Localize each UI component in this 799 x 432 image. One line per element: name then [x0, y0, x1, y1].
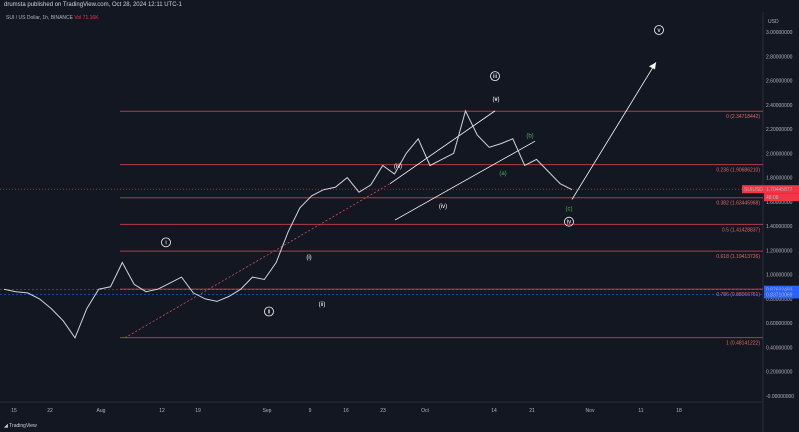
- x-tick-label: Oct: [421, 408, 429, 414]
- wave-label: (ii): [319, 302, 326, 308]
- y-tick-label: 0.80000000: [766, 297, 793, 303]
- countdown-tag-bg: [764, 193, 799, 202]
- fib-level-label: 0 (2.34718442): [726, 114, 760, 120]
- fib-level-label: 0.5 (1.41428837): [722, 227, 760, 233]
- fib-level-label: 0.382 (1.63445968): [716, 201, 760, 207]
- price-tag: 0.83710069: [766, 292, 793, 298]
- wave-label: (a): [499, 171, 506, 177]
- volume-value: Vol 71.16K: [74, 15, 99, 21]
- x-tick-label: 15: [11, 408, 17, 414]
- tradingview-logo-icon: ◢: [4, 423, 8, 429]
- wave-label: iv: [567, 220, 571, 226]
- price-tag-bg: [764, 285, 799, 294]
- x-tick-label: 22: [47, 408, 53, 414]
- y-tick-label: 1.40000000: [766, 224, 793, 230]
- wave-label-circle: [564, 216, 574, 227]
- y-tick-label: 2.20000000: [766, 127, 793, 133]
- fib-level-label: 0.786 (0.88066751): [716, 292, 760, 298]
- y-tick-label: 2.00000000: [766, 151, 793, 157]
- wave-label: (iv): [439, 204, 447, 210]
- x-tick-label: 16: [343, 408, 349, 414]
- symbol-name: SUI / US Dollar, 1h, BINANCE: [6, 15, 73, 21]
- wave-label: i: [165, 240, 166, 246]
- wave-label: v: [495, 97, 498, 103]
- y-tick-label: 1.20000000: [766, 248, 793, 254]
- y-tick-label: 1.80000000: [766, 176, 793, 182]
- y-tick-label: 1.00000000: [766, 273, 793, 279]
- wave-label: (c): [566, 206, 573, 212]
- countdown-tag: 48:08: [766, 195, 779, 201]
- wave-label-circle: [264, 306, 274, 317]
- publisher-bar: drumsta published on TradingView.com, Oc…: [0, 0, 799, 11]
- wave-label: (b): [526, 134, 533, 140]
- x-tick-label: Nov: [586, 408, 595, 414]
- wave-label: v: [658, 28, 661, 34]
- wave-label-circle: [490, 71, 500, 82]
- x-tick-label: 14: [491, 408, 497, 414]
- y-tick-label: 2.80000000: [766, 54, 793, 60]
- current-symbol-tag: SUIUSD: [744, 187, 763, 193]
- x-tick-label: Sep: [263, 408, 272, 414]
- x-tick-label: 21: [529, 408, 535, 414]
- price-series-line: [3, 109, 573, 339]
- projection-line: [571, 62, 657, 200]
- x-tick-label: 9: [309, 408, 312, 414]
- brand-text: TradingView: [9, 423, 37, 429]
- published-text: drumsta published on TradingView.com, Oc…: [4, 2, 182, 8]
- channel-lower-line: [394, 140, 536, 221]
- x-tick-label: 12: [159, 408, 165, 414]
- fib-level-label: 0.618 (1.19413726): [716, 254, 760, 260]
- fib-level-label: 0.236 (1.90686210): [716, 168, 760, 174]
- current-price-tag: 1.70445877: [766, 187, 793, 193]
- y-tick-label: 1.60000000: [766, 200, 793, 206]
- current-symbol-tag-bg: [742, 185, 764, 194]
- y-tick-label: 0.20000000: [766, 370, 793, 376]
- projection-arrow-icon: [649, 62, 656, 70]
- wave-label: (i): [306, 255, 311, 261]
- wave-label: (iii): [394, 164, 402, 170]
- y-tick-label: 3.00000000: [766, 30, 793, 36]
- wave-label-circle: [654, 25, 664, 35]
- y-tick-label: 2.60000000: [766, 79, 793, 85]
- wave-label: iii: [493, 74, 497, 80]
- x-tick-label: 11: [638, 408, 643, 414]
- symbol-legend[interactable]: SUI / US Dollar, 1h, BINANCE Vol 71.16K: [6, 15, 99, 21]
- channel-upper-line: [389, 110, 496, 185]
- price-tag-bg: [764, 290, 799, 299]
- y-tick-label: -0.00000000: [766, 394, 794, 400]
- currency-label: USD: [768, 19, 779, 25]
- y-tick-label: 0.60000000: [766, 321, 793, 327]
- y-tick-label: 2.40000000: [766, 103, 793, 109]
- x-tick-label: 23: [380, 408, 386, 414]
- fib-level-label: 1 (0.48141222): [726, 341, 760, 347]
- x-tick-label: 19: [195, 408, 201, 414]
- wave-label: ii: [268, 309, 271, 315]
- wave-label-circle: [161, 237, 171, 248]
- current-price-tag-bg: [764, 185, 799, 194]
- trend-dashed-line: [124, 183, 391, 339]
- x-tick-label: Aug: [97, 408, 106, 414]
- x-tick-label: 18: [676, 408, 682, 414]
- y-tick-label: 0.40000000: [766, 345, 793, 351]
- footer-brand[interactable]: ◢ TradingView: [0, 421, 104, 432]
- wave-label: (v): [493, 97, 500, 103]
